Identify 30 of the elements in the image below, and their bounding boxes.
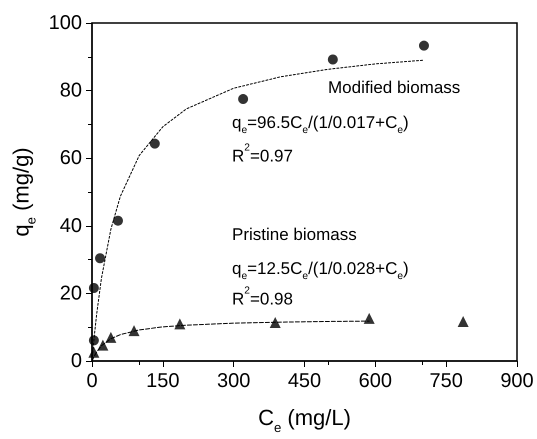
point xyxy=(458,316,469,327)
point xyxy=(88,282,99,293)
point xyxy=(150,138,160,149)
annotation: Pristine biomass xyxy=(232,225,357,244)
point xyxy=(364,312,375,324)
point xyxy=(418,40,429,51)
x-tick-label: 600 xyxy=(358,370,392,392)
point xyxy=(328,54,338,64)
y-axis-title: qe (mg/g) xyxy=(8,147,39,237)
y-tick-label: 60 xyxy=(60,147,82,170)
y-tick-label: 40 xyxy=(60,214,82,237)
x-tick-label: 750 xyxy=(429,370,463,392)
point xyxy=(128,325,140,336)
y-tick-label: 20 xyxy=(60,282,82,304)
x-tick-label: 0 xyxy=(86,370,98,392)
point xyxy=(88,335,99,346)
point xyxy=(95,253,106,264)
point xyxy=(270,316,281,328)
x-tick-label: 450 xyxy=(288,370,322,392)
y-tick-label: 100 xyxy=(48,12,82,34)
y-tick-label: 0 xyxy=(70,350,82,372)
annotation: Modified biomass xyxy=(328,78,460,97)
y-tick-label: 80 xyxy=(60,80,82,102)
point xyxy=(105,332,116,343)
point xyxy=(238,94,248,104)
x-tick-label: 900 xyxy=(500,370,534,392)
point xyxy=(174,318,186,330)
x-tick-label: 300 xyxy=(216,370,250,392)
x-tick-label: 150 xyxy=(146,370,180,392)
point xyxy=(112,216,123,226)
